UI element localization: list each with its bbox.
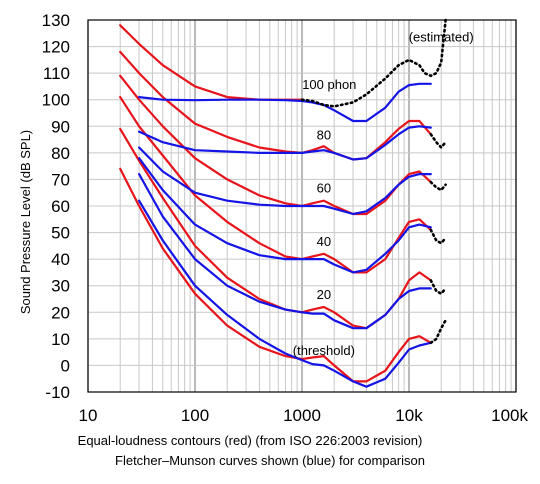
x-tick-label: 10 bbox=[79, 406, 98, 425]
y-tick-label: 120 bbox=[42, 38, 70, 57]
y-axis-label: Sound Pressure Level (dB SPL) bbox=[18, 130, 33, 314]
iso-curve-4 bbox=[119, 50, 432, 161]
x-tick-label: 1000 bbox=[283, 406, 321, 425]
x-tick-label: 100 bbox=[181, 406, 209, 425]
caption-line-2: Fletcher–Munson curves shown (blue) for … bbox=[115, 453, 425, 468]
curve-annotation: (estimated) bbox=[409, 29, 474, 44]
curve-annotation: 40 bbox=[317, 234, 331, 249]
y-tick-label: 70 bbox=[51, 170, 70, 189]
y-tick-label: 0 bbox=[61, 356, 70, 375]
estimated-curve-17 bbox=[429, 318, 447, 345]
series-layer bbox=[119, 18, 447, 388]
estimated-curve-14 bbox=[429, 180, 447, 192]
curve-annotation: (threshold) bbox=[293, 343, 355, 358]
y-tick-label: 30 bbox=[51, 277, 70, 296]
fletcher-munson-curve-9 bbox=[138, 146, 432, 216]
y-tick-label: 80 bbox=[51, 144, 70, 163]
estimated-curve-16 bbox=[429, 279, 447, 296]
y-tick-labels: -10 0 10 20 30 40 50 60 70 80 90 100 110 120 130 bbox=[42, 11, 70, 402]
plot-frame bbox=[87, 19, 517, 393]
y-tick-label: 130 bbox=[42, 11, 70, 30]
iso-curve-1 bbox=[119, 127, 432, 330]
y-tick-label: 110 bbox=[43, 64, 70, 83]
caption-line-1: Equal-loudness contours (red) (from ISO … bbox=[78, 433, 423, 448]
y-tick-label: 50 bbox=[51, 224, 70, 243]
estimated-curve-15 bbox=[429, 228, 447, 245]
y-tick-label: 10 bbox=[51, 330, 70, 349]
y-tick-label: 90 bbox=[51, 117, 70, 136]
x-tick-label: 10k bbox=[395, 406, 423, 425]
curve-annotation: 100 phon bbox=[302, 77, 356, 92]
curve-annotation: 20 bbox=[317, 287, 331, 302]
curve-annotation: 60 bbox=[317, 181, 331, 196]
y-tick-label: 60 bbox=[51, 197, 70, 216]
annotations: (estimated) 100 phon 80 60 40 20 (threshold) bbox=[293, 29, 474, 358]
estimated-curve-12 bbox=[300, 18, 447, 108]
y-tick-label: 100 bbox=[42, 91, 70, 110]
estimated-curve-13 bbox=[429, 133, 447, 149]
y-tick-label: -10 bbox=[45, 383, 70, 402]
x-tick-label: 100k bbox=[491, 406, 528, 425]
y-tick-label: 40 bbox=[51, 250, 70, 269]
curve-annotation: 80 bbox=[317, 128, 331, 143]
fletcher-munson-curve-8 bbox=[138, 157, 432, 274]
fletcher-munson-curve-10 bbox=[138, 125, 432, 161]
x-tick-labels: 10 100 1000 10k 100k bbox=[79, 406, 529, 425]
fletcher-munson-curve-6 bbox=[138, 199, 432, 388]
iso-curve-5 bbox=[119, 24, 304, 101]
y-tick-label: 20 bbox=[51, 303, 70, 322]
iso-curve-0 bbox=[119, 167, 432, 383]
fletcher-munson-curve-7 bbox=[138, 173, 432, 330]
